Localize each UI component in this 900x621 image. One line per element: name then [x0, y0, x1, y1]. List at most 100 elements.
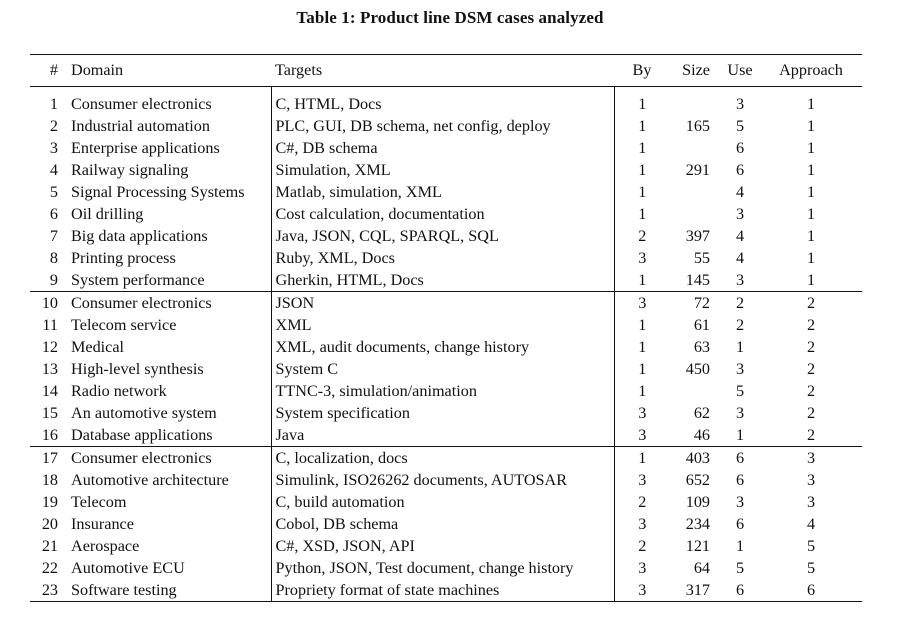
cell-use: 1	[735, 537, 745, 555]
cell-size: 403	[670, 446, 720, 469]
table-row: 10 Consumer electronics JSON 3 72 2 2	[30, 291, 862, 314]
cell-domain: Big data applications	[58, 225, 272, 247]
cell-domain: Aerospace	[58, 535, 272, 557]
cell-domain: Automotive architecture	[58, 469, 272, 491]
cell-size: 317	[670, 579, 720, 602]
cell-size	[670, 137, 720, 159]
cell-domain: Enterprise applications	[58, 137, 272, 159]
cell-approach: 1	[806, 249, 816, 267]
cell-targets: Ruby, XML, Docs	[271, 247, 615, 269]
table-row: 17 Consumer electronics C, localization, d…	[30, 446, 862, 469]
cell-by: 3	[638, 249, 647, 267]
cell-targets: Gherkin, HTML, Docs	[271, 269, 615, 292]
cell-use: 1	[735, 426, 745, 444]
cell-by: 1	[638, 95, 647, 113]
cell-targets: Propriety format of state machines	[271, 579, 615, 602]
cell-size: 165	[685, 117, 710, 135]
cell-use: 4	[735, 183, 745, 201]
cell-size: 145	[685, 271, 710, 289]
cell-approach: 1	[806, 117, 816, 135]
cell-num: 21	[41, 537, 58, 555]
cell-targets: Java, JSON, CQL, SPARQL, SQL	[271, 225, 615, 247]
cell-use: 6	[735, 471, 745, 489]
cell-domain: Consumer electronics	[58, 86, 272, 115]
cell-num: 1	[49, 95, 58, 113]
table-row: 4 Railway signaling Simulation, XML 1 291 6 1	[30, 159, 862, 181]
table-row: 12 Medical XML, audit documents, change hi…	[30, 336, 862, 358]
cell-by: 3	[638, 471, 647, 489]
header-by: By	[632, 61, 652, 79]
cell-num: 17	[30, 446, 58, 469]
cell-size: 450	[685, 360, 710, 378]
cell-approach: 6	[760, 579, 862, 602]
cell-use: 5	[735, 559, 745, 577]
cell-domain: Industrial automation	[58, 115, 272, 137]
cell-approach: 2	[760, 291, 862, 314]
cell-by: 3	[638, 559, 647, 577]
cell-size: 652	[685, 471, 710, 489]
cell-approach: 2	[806, 426, 816, 444]
table-row: 13 High-level synthesis System C 1 450 3 2	[30, 358, 862, 380]
cell-num: 12	[41, 338, 58, 356]
cell-size: 64	[693, 559, 710, 577]
cell-by: 1	[614, 446, 670, 469]
cell-use: 3	[735, 493, 745, 511]
header-domain: Domain	[71, 61, 124, 79]
cell-num: 8	[49, 249, 58, 267]
cell-domain: Printing process	[58, 247, 272, 269]
header-num: #	[49, 61, 58, 79]
cell-domain: Oil drilling	[58, 203, 272, 225]
cell-domain: Radio network	[58, 380, 272, 402]
table-row: 6 Oil drilling Cost calculation, documenta…	[30, 203, 862, 225]
cell-size	[670, 87, 720, 116]
cell-num: 11	[42, 316, 58, 334]
cell-targets: Cobol, DB schema	[271, 513, 615, 535]
table-row: 20 Insurance Cobol, DB schema 3 234 6 4	[30, 513, 862, 535]
cell-use: 1	[735, 338, 745, 356]
cell-num: 10	[30, 291, 58, 314]
cell-num: 20	[41, 515, 58, 533]
cell-by: 1	[638, 205, 647, 223]
table-row: 8 Printing process Ruby, XML, Docs 3 55 4 1	[30, 247, 862, 269]
cell-approach: 5	[806, 559, 816, 577]
cell-size: 234	[685, 515, 710, 533]
table-row: 18 Automotive architecture Simulink, ISO26…	[30, 469, 862, 491]
cell-size: 63	[693, 338, 710, 356]
cell-approach: 1	[806, 161, 816, 179]
cell-targets: XML, audit documents, change history	[271, 336, 615, 358]
cell-domain: Consumer electronics	[58, 446, 272, 469]
cell-domain: Medical	[58, 336, 272, 358]
cell-targets: C#, XSD, JSON, API	[271, 535, 615, 557]
cell-approach: 2	[806, 404, 816, 422]
cell-approach: 1	[806, 271, 816, 289]
cell-size: 109	[685, 493, 710, 511]
header-use: Use	[727, 61, 753, 79]
cell-use: 3	[735, 360, 745, 378]
cell-by: 1	[638, 161, 647, 179]
cell-use: 6	[735, 139, 745, 157]
cell-targets: Simulink, ISO26262 documents, AUTOSAR	[271, 469, 615, 491]
cell-targets: C, localization, docs	[271, 446, 615, 469]
cell-size: 397	[685, 227, 710, 245]
cell-by: 2	[638, 493, 647, 511]
table-row: 21 Aerospace C#, XSD, JSON, API 2 121 1 5	[30, 535, 862, 557]
cell-use: 5	[735, 117, 745, 135]
cell-approach: 2	[806, 316, 816, 334]
cell-approach: 3	[806, 493, 816, 511]
table-header: # Domain Targets By Size Use Approach	[30, 54, 862, 87]
cell-by: 1	[638, 139, 647, 157]
cell-domain: Insurance	[58, 513, 272, 535]
cell-targets: Simulation, XML	[271, 159, 615, 181]
table-row: 19 Telecom C, build automation 2 109 3 3	[30, 491, 862, 513]
cell-targets: Cost calculation, documentation	[271, 203, 615, 225]
cell-approach: 3	[806, 471, 816, 489]
cell-use: 4	[735, 249, 745, 267]
cell-by: 1	[638, 117, 647, 135]
cell-use: 6	[720, 446, 760, 469]
cell-approach: 1	[806, 205, 816, 223]
cell-domain: Telecom	[58, 491, 272, 513]
cell-use: 3	[735, 271, 745, 289]
cell-by: 3	[638, 426, 647, 444]
cell-by: 3	[614, 579, 670, 602]
